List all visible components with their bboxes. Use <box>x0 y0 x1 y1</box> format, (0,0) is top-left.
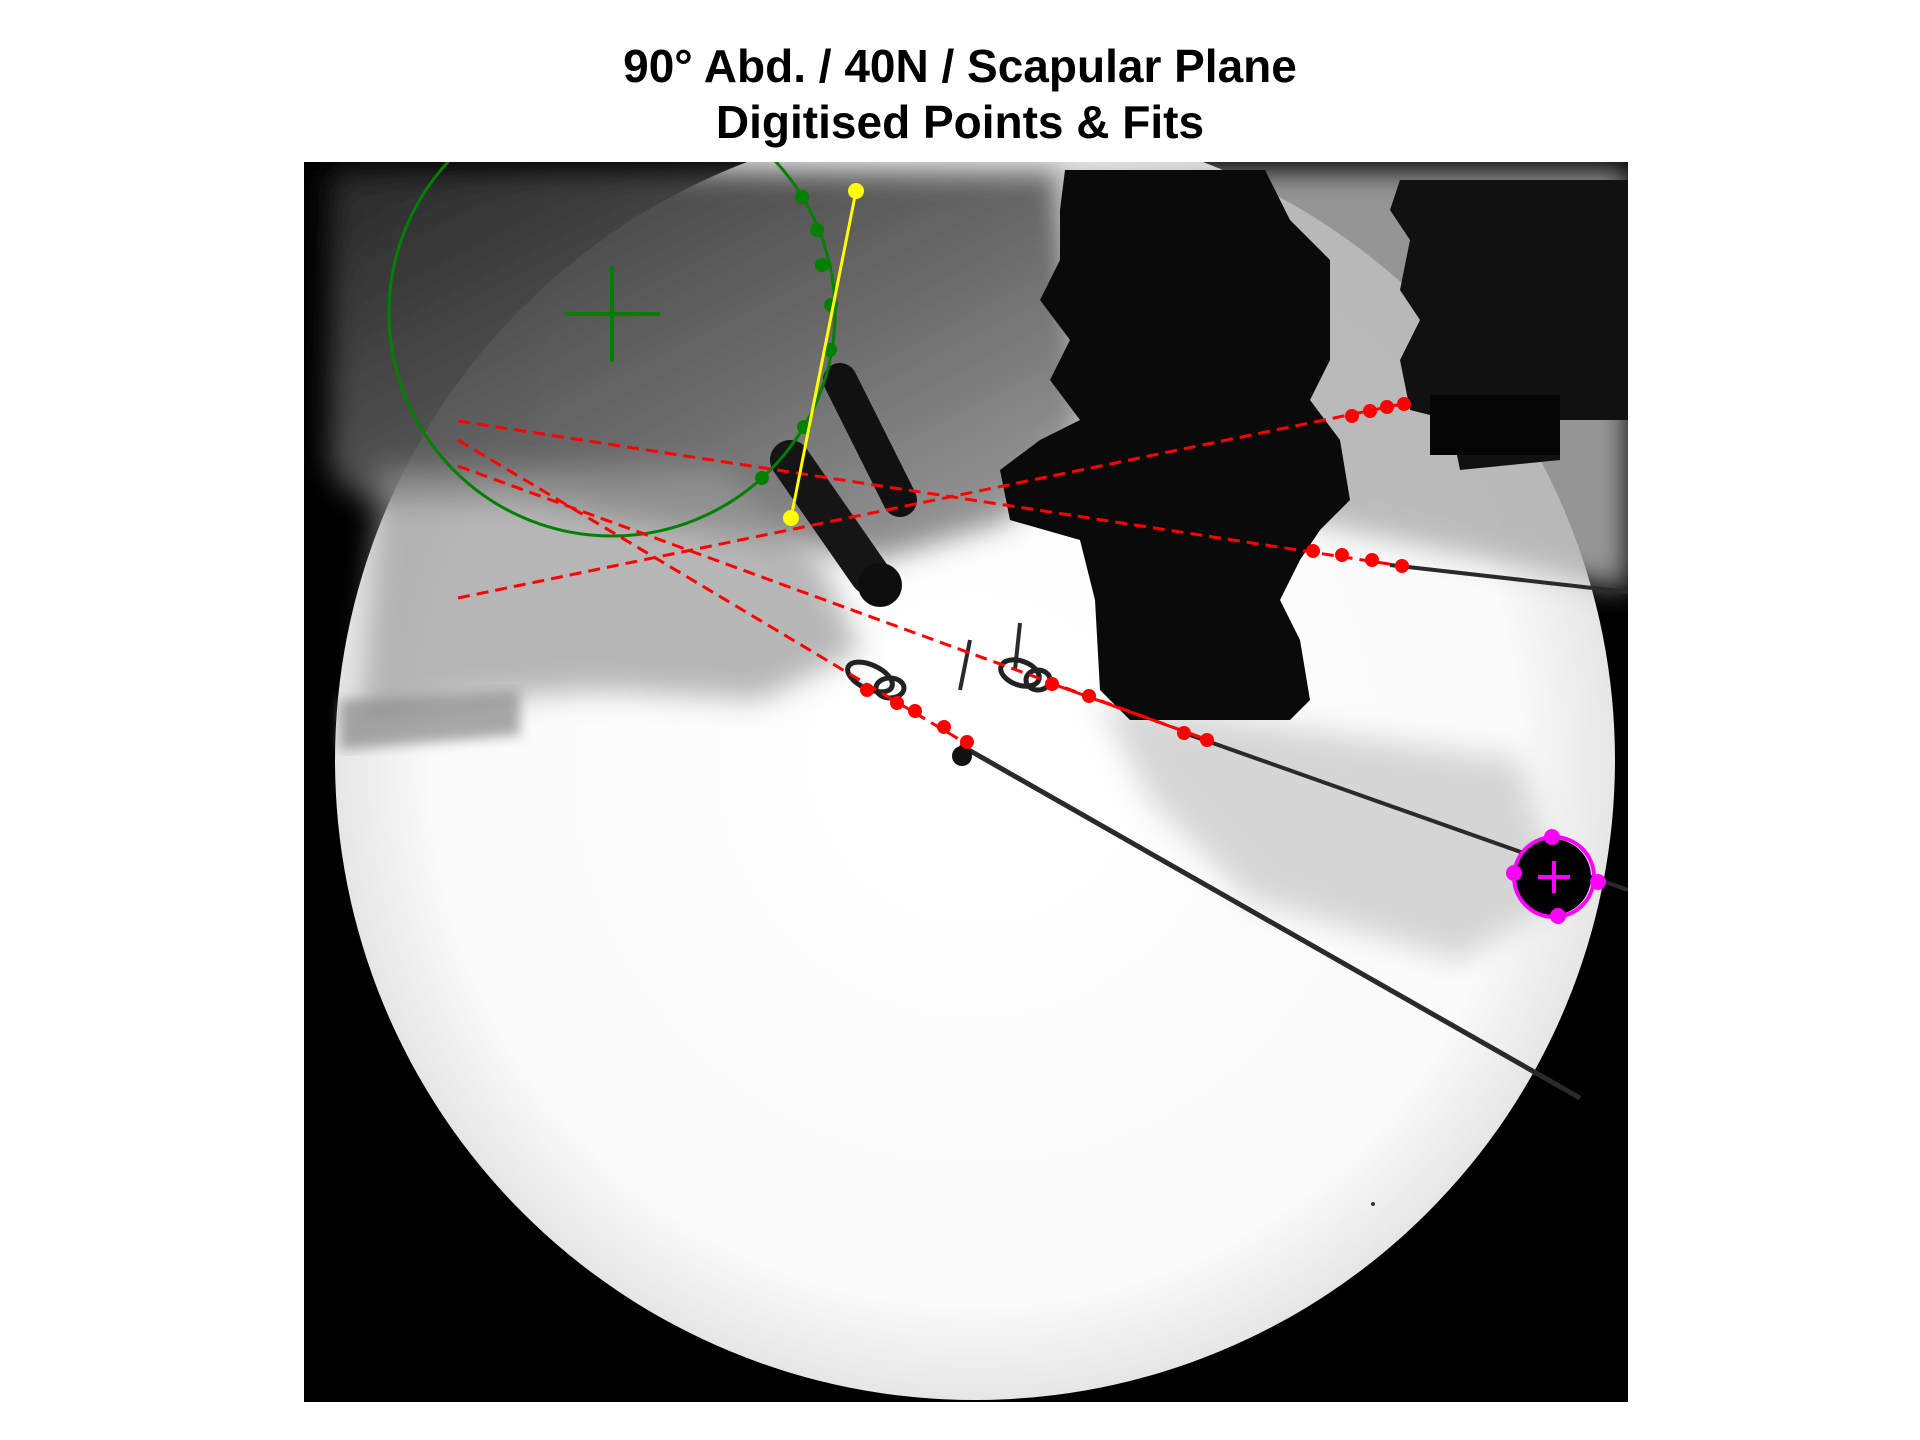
axis-point <box>908 704 922 718</box>
axis-point <box>1200 733 1214 747</box>
title-line-2: Digitised Points & Fits <box>715 96 1205 148</box>
glenoid-point-bottom <box>783 510 799 526</box>
xray-image <box>304 162 1628 1402</box>
axis-point <box>1365 553 1379 567</box>
axis-point <box>1363 404 1377 418</box>
humeral-head-point <box>810 223 824 237</box>
marker-point <box>1544 829 1560 845</box>
figure-title: 90° Abd. / 40N / Scapular Plane Digitise… <box>0 38 1920 150</box>
humeral-head-fit <box>387 162 838 538</box>
humeral-head-point <box>755 471 769 485</box>
axis-point <box>1380 400 1394 414</box>
axis-point <box>1306 544 1320 558</box>
glenoid-line-fit <box>783 183 864 526</box>
axis-point <box>937 720 951 734</box>
axis-point <box>1082 689 1096 703</box>
axis-point <box>1045 677 1059 691</box>
axis-point <box>1345 409 1359 423</box>
axis-point <box>1177 726 1191 740</box>
humeral-head-point <box>815 258 829 272</box>
speck <box>1371 1202 1375 1206</box>
axis-line-3 <box>457 438 968 746</box>
axis-point <box>1335 548 1349 562</box>
glenoid-point-top <box>848 183 864 199</box>
load-fixture <box>1000 170 1350 720</box>
glenoid-line <box>789 190 858 519</box>
axis-point <box>1395 559 1409 573</box>
marker-point <box>1550 908 1566 924</box>
overlays <box>387 162 1606 924</box>
axis-point <box>1397 397 1411 411</box>
clavicle-shadow <box>340 690 520 750</box>
marker-points <box>1506 829 1606 924</box>
axis-line-2 <box>457 419 1403 568</box>
marker-point <box>1590 874 1606 890</box>
axis-point <box>960 735 974 749</box>
bone-screws <box>770 363 917 607</box>
marker-point <box>1506 865 1522 881</box>
axis-points <box>860 397 1411 749</box>
humeral-head-circle <box>387 162 837 538</box>
axis-point <box>860 683 874 697</box>
scapula-shadow <box>360 470 860 720</box>
axis-line-1 <box>457 402 1403 600</box>
axis-point <box>890 696 904 710</box>
humeral-head-point <box>795 190 809 204</box>
marker-bead <box>952 746 972 766</box>
title-line-1: 90° Abd. / 40N / Scapular Plane <box>623 40 1297 92</box>
calibration-marker-fit <box>1506 829 1606 924</box>
muscle-shading <box>1100 700 1560 960</box>
bracket-bolt <box>1430 395 1560 455</box>
